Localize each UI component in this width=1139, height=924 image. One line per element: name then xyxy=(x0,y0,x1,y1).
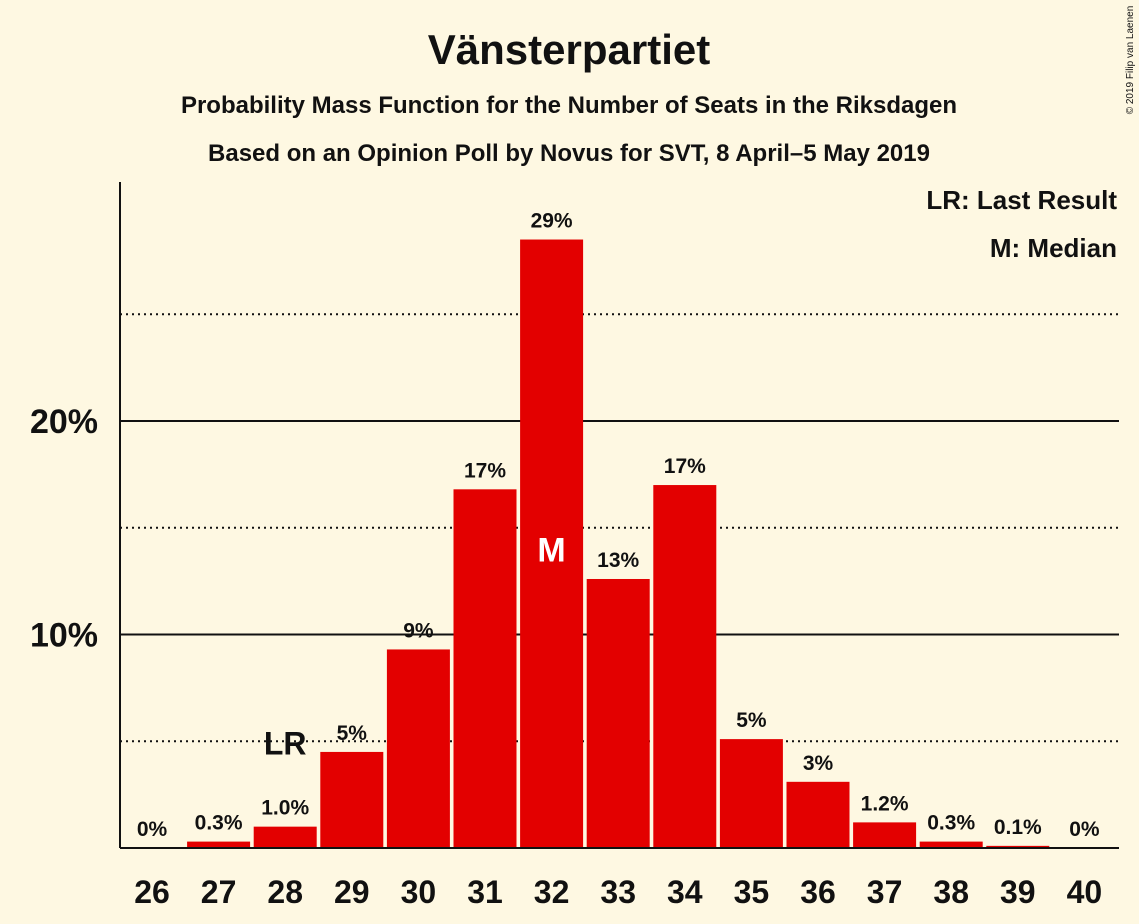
y-tick-label-20: 20% xyxy=(30,403,98,441)
median-marker: M xyxy=(537,532,565,570)
x-tick-label-27: 27 xyxy=(201,874,237,910)
bar-seats-35 xyxy=(719,739,783,848)
x-tick-label-35: 35 xyxy=(734,874,770,910)
bar-seats-27 xyxy=(187,841,251,848)
bar-seats-28 xyxy=(253,826,317,848)
data-label-seats-28: 1.0% xyxy=(261,797,309,820)
chart-title: Vänsterpartiet xyxy=(428,26,710,73)
data-label-seats-31: 17% xyxy=(464,459,506,482)
bar-seats-34 xyxy=(653,485,717,848)
bar-seats-30 xyxy=(386,649,450,848)
bars xyxy=(187,239,1050,848)
x-tick-label-32: 32 xyxy=(534,874,570,910)
x-tick-label-28: 28 xyxy=(267,874,303,910)
x-tick-label-31: 31 xyxy=(467,874,503,910)
bar-seats-37 xyxy=(853,822,917,848)
legend-entry-1: LR: Last Result xyxy=(926,185,1117,215)
data-label-seats-33: 13% xyxy=(597,549,639,572)
legend: LR: Last Result M: Median xyxy=(926,185,1117,263)
axes: 10% 20% xyxy=(30,182,1119,849)
data-label-seats-27: 0.3% xyxy=(195,812,243,835)
x-tick-label-36: 36 xyxy=(800,874,836,910)
x-tick-label-29: 29 xyxy=(334,874,370,910)
data-label-seats-34: 17% xyxy=(664,455,706,478)
bar-seats-31 xyxy=(453,489,517,848)
data-labels: 0% 26 0.3% 27 1.0% 28 5% 29 9% 30 17% 31 29% 32 13% 33 1… xyxy=(134,210,1102,910)
x-tick-label-30: 30 xyxy=(401,874,437,910)
bar-seats-36 xyxy=(786,781,850,848)
data-label-seats-40: 0% xyxy=(1069,818,1100,841)
data-label-seats-35: 5% xyxy=(736,709,767,732)
data-label-seats-38: 0.3% xyxy=(927,812,975,835)
data-label-seats-26: 0% xyxy=(137,818,168,841)
bar-seats-32 xyxy=(520,239,584,848)
x-tick-label-40: 40 xyxy=(1067,874,1103,910)
bar-seats-33 xyxy=(586,578,650,848)
data-label-seats-29: 5% xyxy=(337,722,368,745)
last-result-marker: LR xyxy=(264,726,307,762)
data-label-seats-32: 29% xyxy=(531,210,573,233)
x-tick-label-26: 26 xyxy=(134,874,170,910)
bar-seats-38 xyxy=(919,841,983,848)
data-label-seats-30: 9% xyxy=(403,619,434,642)
x-tick-label-33: 33 xyxy=(600,874,636,910)
bar-seats-29 xyxy=(320,751,384,848)
data-label-seats-39: 0.1% xyxy=(994,816,1042,839)
x-tick-label-34: 34 xyxy=(667,874,703,910)
copyright-notice: © 2019 Filip van Laenen xyxy=(1125,6,1136,115)
legend-entry-2: M: Median xyxy=(990,233,1117,263)
data-label-seats-37: 1.2% xyxy=(861,792,909,815)
bar-seats-39 xyxy=(986,845,1050,848)
x-tick-label-38: 38 xyxy=(933,874,969,910)
chart-subtitle-poll: Based on an Opinion Poll by Novus for SV… xyxy=(208,140,930,167)
x-tick-label-39: 39 xyxy=(1000,874,1036,910)
x-tick-label-37: 37 xyxy=(867,874,903,910)
y-tick-label-10: 10% xyxy=(30,617,98,655)
chart-subtitle: Probability Mass Function for the Number… xyxy=(181,92,957,119)
data-label-seats-36: 3% xyxy=(803,752,834,775)
